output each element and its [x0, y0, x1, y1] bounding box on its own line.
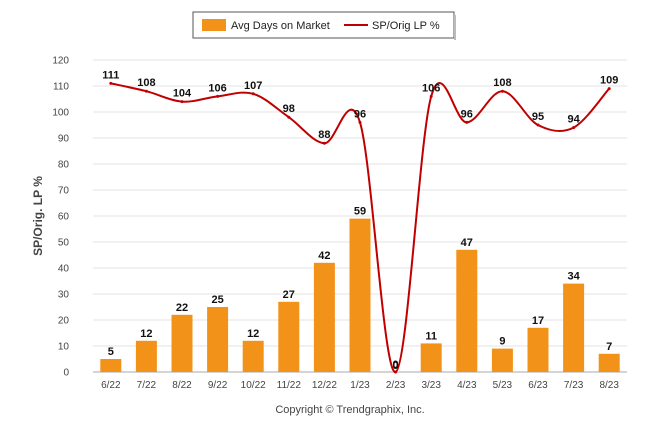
legend-bar-swatch	[202, 19, 226, 31]
bar	[242, 340, 264, 372]
x-tick-label: 11/22	[277, 380, 302, 391]
line-point	[287, 115, 291, 119]
line-value-label: 98	[283, 103, 295, 115]
y-tick-label: 100	[52, 108, 69, 119]
legend-line-label: SP/Orig LP %	[372, 20, 440, 32]
line-value-label: 107	[244, 80, 262, 92]
copyright-text: Copyright © Trendgraphix, Inc.	[275, 404, 424, 416]
line-value-label: 88	[318, 129, 330, 141]
y-tick-label: 30	[58, 290, 70, 301]
line-point	[251, 92, 255, 96]
line-point	[500, 89, 504, 93]
bar-value-label: 12	[247, 328, 259, 340]
line-value-label: 96	[354, 108, 366, 120]
line-point	[536, 123, 540, 127]
line-value-label: 96	[461, 108, 473, 120]
line-point	[465, 120, 469, 124]
bar	[598, 353, 620, 372]
x-tick-label: 1/23	[350, 380, 370, 391]
y-tick-label: 110	[53, 82, 69, 93]
bar	[278, 301, 300, 372]
bar	[100, 359, 122, 372]
line-point	[607, 87, 611, 91]
bar	[491, 348, 513, 372]
line-point	[358, 120, 362, 124]
line-point	[216, 94, 220, 98]
y-tick-label: 70	[58, 186, 70, 197]
bar	[349, 218, 371, 372]
line-value-label: 94	[567, 114, 580, 126]
x-tick-label: 10/22	[241, 380, 266, 391]
bar-value-label: 59	[354, 206, 366, 218]
line-value-label: 0	[393, 360, 399, 372]
line-point	[394, 370, 398, 374]
line-value-label: 95	[532, 111, 544, 123]
x-tick-label: 3/23	[421, 380, 441, 391]
line-value-label: 111	[102, 69, 119, 81]
x-tick-label: 8/23	[599, 380, 619, 391]
bar-value-label: 9	[499, 336, 505, 348]
line-value-label: 109	[600, 75, 618, 87]
x-tick-label: 8/22	[172, 380, 192, 391]
bar-value-label: 5	[108, 346, 114, 358]
bar-value-label: 47	[461, 237, 473, 249]
y-tick-label: 80	[58, 160, 70, 171]
line-value-label: 106	[422, 82, 440, 94]
bar	[420, 343, 442, 372]
x-tick-label: 4/23	[457, 380, 477, 391]
line-point	[429, 94, 433, 98]
bar-value-label: 0	[393, 359, 399, 371]
x-tick-label: 6/23	[528, 380, 548, 391]
bar	[313, 262, 335, 372]
y-tick-label: 90	[58, 134, 70, 145]
line-value-label: 104	[173, 88, 192, 100]
y-tick-label: 0	[63, 368, 69, 379]
bar-value-label: 22	[176, 302, 188, 314]
y-axis-label: SP/Orig. LP %	[31, 176, 45, 256]
legend: Avg Days on Market SP/Orig LP %	[192, 11, 456, 40]
y-tick-label: 10	[58, 342, 70, 353]
legend-box	[192, 11, 455, 39]
x-tick-label: 12/22	[312, 380, 337, 391]
line-point	[144, 89, 148, 93]
legend-box-shadow	[454, 15, 456, 40]
legend-bar-label: Avg Days on Market	[231, 20, 330, 32]
line-point	[572, 126, 576, 130]
line-value-label: 106	[208, 82, 226, 94]
x-tick-label: 5/23	[493, 380, 513, 391]
x-tick-label: 7/22	[137, 380, 157, 391]
bar	[456, 249, 478, 372]
y-tick-label: 120	[52, 56, 69, 67]
y-tick-label: 20	[58, 316, 70, 327]
bar-value-label: 7	[606, 341, 612, 353]
line-value-label: 108	[137, 77, 155, 89]
x-tick-label: 6/22	[101, 380, 121, 391]
line-point	[180, 100, 184, 104]
bar-value-label: 42	[318, 250, 330, 262]
bar-value-label: 27	[283, 289, 295, 301]
line-point	[109, 81, 113, 85]
bar-value-label: 34	[567, 271, 580, 283]
line-point	[322, 141, 326, 145]
x-tick-label: 2/23	[386, 380, 406, 391]
bar	[563, 283, 585, 372]
bar	[207, 307, 229, 372]
y-tick-label: 60	[58, 212, 70, 223]
line-value-label: 108	[493, 77, 511, 89]
y-tick-label: 50	[58, 238, 70, 249]
x-tick-label: 7/23	[564, 380, 584, 391]
bar-value-label: 11	[425, 330, 437, 342]
y-tick-label: 40	[58, 264, 70, 275]
bar	[135, 340, 157, 372]
x-tick-label: 9/22	[208, 380, 228, 391]
bar-value-label: 17	[532, 315, 544, 327]
bar	[171, 314, 193, 372]
bar-value-label: 25	[211, 294, 223, 306]
line-series-path	[110, 82, 610, 374]
bar-value-label: 12	[140, 328, 152, 340]
bar	[527, 327, 549, 372]
